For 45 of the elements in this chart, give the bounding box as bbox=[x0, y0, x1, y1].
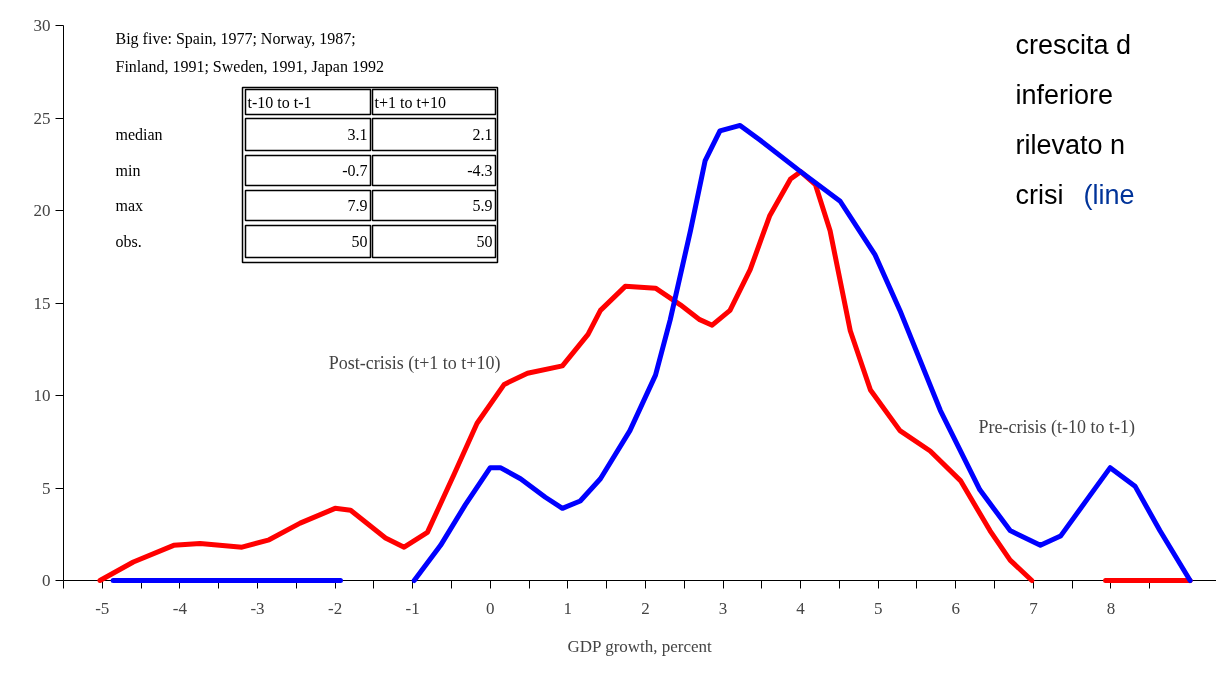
x-tick-label: -4 bbox=[172, 598, 188, 618]
x-tick-label: 5 bbox=[873, 598, 883, 618]
annotation: t+1 to t+10 bbox=[374, 93, 446, 111]
x-tick-label: 6 bbox=[951, 598, 961, 618]
series-label: Pre-crisis (t-10 to t-1) bbox=[978, 416, 1135, 438]
x-tick-label: 0 bbox=[486, 598, 495, 618]
annotation: -4.3 bbox=[467, 162, 493, 179]
x-tick-label: 3 bbox=[718, 598, 728, 618]
annotation: rilevato n bbox=[1015, 129, 1126, 160]
x-tick-label: 4 bbox=[796, 598, 806, 618]
x-tick-label: 7 bbox=[1029, 598, 1039, 618]
annotation: Big five: Spain, 1977; Norway, 1987; bbox=[115, 30, 356, 48]
annotation: 7.9 bbox=[347, 197, 368, 214]
annotation: 50 bbox=[351, 233, 368, 250]
annotation: (line bbox=[1083, 179, 1135, 210]
annotation: obs. bbox=[115, 233, 142, 250]
y-tick-label: 25 bbox=[33, 108, 51, 128]
x-tick-label: -5 bbox=[95, 598, 110, 618]
y-tick-label: 15 bbox=[33, 293, 51, 313]
annotation: 50 bbox=[476, 233, 493, 250]
x-tick-label: -1 bbox=[405, 598, 420, 618]
x-tick-label: 1 bbox=[563, 598, 573, 618]
x-axis-title: GDP growth, percent bbox=[567, 636, 713, 656]
annotation: median bbox=[115, 126, 163, 143]
y-tick-label: 10 bbox=[33, 386, 51, 405]
annotation: t-10 to t-1 bbox=[247, 93, 312, 111]
annotation: 3.1 bbox=[347, 126, 368, 143]
annotation: -0.7 bbox=[342, 162, 368, 179]
annotation: crescita d bbox=[1015, 29, 1132, 60]
annotation: max bbox=[115, 197, 144, 214]
annotation: min bbox=[115, 162, 141, 179]
annotation: 2.1 bbox=[472, 126, 493, 143]
y-tick-label: 5 bbox=[42, 478, 51, 498]
annotation: crisi bbox=[1015, 179, 1064, 210]
x-tick-label: -3 bbox=[250, 598, 265, 618]
annotation: inferiore bbox=[1015, 79, 1114, 110]
x-tick-label: -2 bbox=[327, 598, 343, 618]
y-tick-label: 20 bbox=[33, 201, 51, 220]
x-tick-label: 8 bbox=[1106, 598, 1116, 618]
annotation: 5.9 bbox=[472, 197, 493, 214]
x-tick-label: 2 bbox=[641, 598, 650, 618]
annotation: Finland, 1991; Sweden, 1991, Japan 1992 bbox=[115, 58, 384, 76]
y-tick-label: 30 bbox=[33, 16, 51, 35]
y-tick-label: 0 bbox=[42, 571, 51, 590]
series-label: Post-crisis (t+1 to t+10) bbox=[328, 352, 501, 374]
